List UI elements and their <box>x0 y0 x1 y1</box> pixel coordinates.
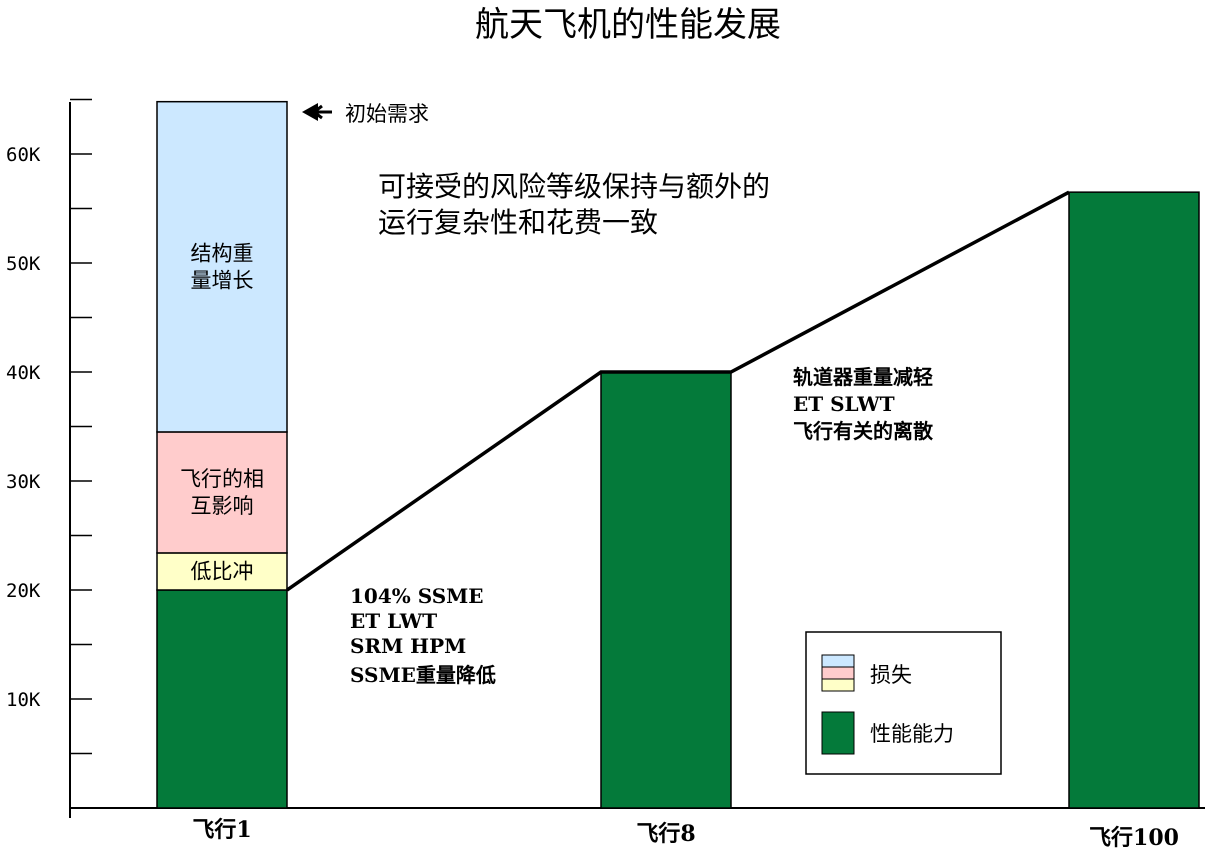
arrow-head <box>302 103 318 121</box>
y-tick-label: 20K <box>6 580 41 602</box>
risk-note-line-2: 运行复杂性和花费一致 <box>378 206 658 239</box>
trend-line <box>286 190 1070 592</box>
flight1-note-4: SSME重量降低 <box>350 663 496 687</box>
flight8-notes: 轨道器重量减轻 ET SLWT 飞行有关的离散 <box>793 365 934 443</box>
y-tick-label: 40K <box>6 362 41 384</box>
bar-segment <box>156 589 288 809</box>
bar-segment <box>1068 191 1200 809</box>
flight8-note-1: 轨道器重量减轻 <box>793 365 933 389</box>
legend-swatch-loss <box>821 654 855 668</box>
flight1-note-1: 104% SSME <box>350 584 484 608</box>
category-labels: 飞行1 飞行8 飞行100 <box>192 817 1179 851</box>
bar-segment <box>156 100 288 433</box>
y-tick-label: 10K <box>6 689 41 711</box>
bars <box>156 100 1200 809</box>
legend-label-capability: 性能能力 <box>870 722 954 746</box>
segment-label: 飞行的相 <box>180 467 264 491</box>
segment-label: 量增长 <box>191 268 254 292</box>
initial-requirement-annotation: 初始需求 <box>302 102 429 126</box>
legend-swatch-loss <box>821 678 855 692</box>
trend-line-group <box>286 190 1070 592</box>
category-label: 飞行8 <box>636 821 695 847</box>
segment-label: 结构重 <box>191 241 254 265</box>
bar-segment <box>156 552 288 591</box>
legend: 损失 性能能力 <box>805 631 1002 775</box>
y-tick-label: 30K <box>6 471 41 493</box>
segment-label: 互影响 <box>191 494 254 518</box>
bar-segment <box>600 371 732 809</box>
flight1-note-2: ET LWT <box>350 609 437 633</box>
risk-note: 可接受的风险等级保持与额外的 运行复杂性和花费一致 <box>378 170 770 239</box>
legend-swatch-capability <box>821 711 855 755</box>
bar-segment <box>156 431 288 554</box>
flight1-notes: 104% SSME ET LWT SRM HPM SSME重量降低 <box>350 584 496 687</box>
segment-label: 低比冲 <box>191 559 254 583</box>
y-tick-label: 50K <box>6 253 41 275</box>
initial-requirement-label: 初始需求 <box>345 102 429 126</box>
category-label: 飞行1 <box>192 817 251 843</box>
chart-title: 航天飞机的性能发展 <box>475 5 781 45</box>
legend-label-loss: 损失 <box>870 663 912 687</box>
risk-note-line-1: 可接受的风险等级保持与额外的 <box>378 170 770 203</box>
flight8-note-2: ET SLWT <box>793 392 895 416</box>
flight1-note-3: SRM HPM <box>350 634 466 658</box>
category-label: 飞行100 <box>1089 825 1179 851</box>
y-tick-label: 60K <box>6 144 41 166</box>
flight8-note-3: 飞行有关的离散 <box>793 419 934 443</box>
legend-swatch-loss <box>821 666 855 680</box>
